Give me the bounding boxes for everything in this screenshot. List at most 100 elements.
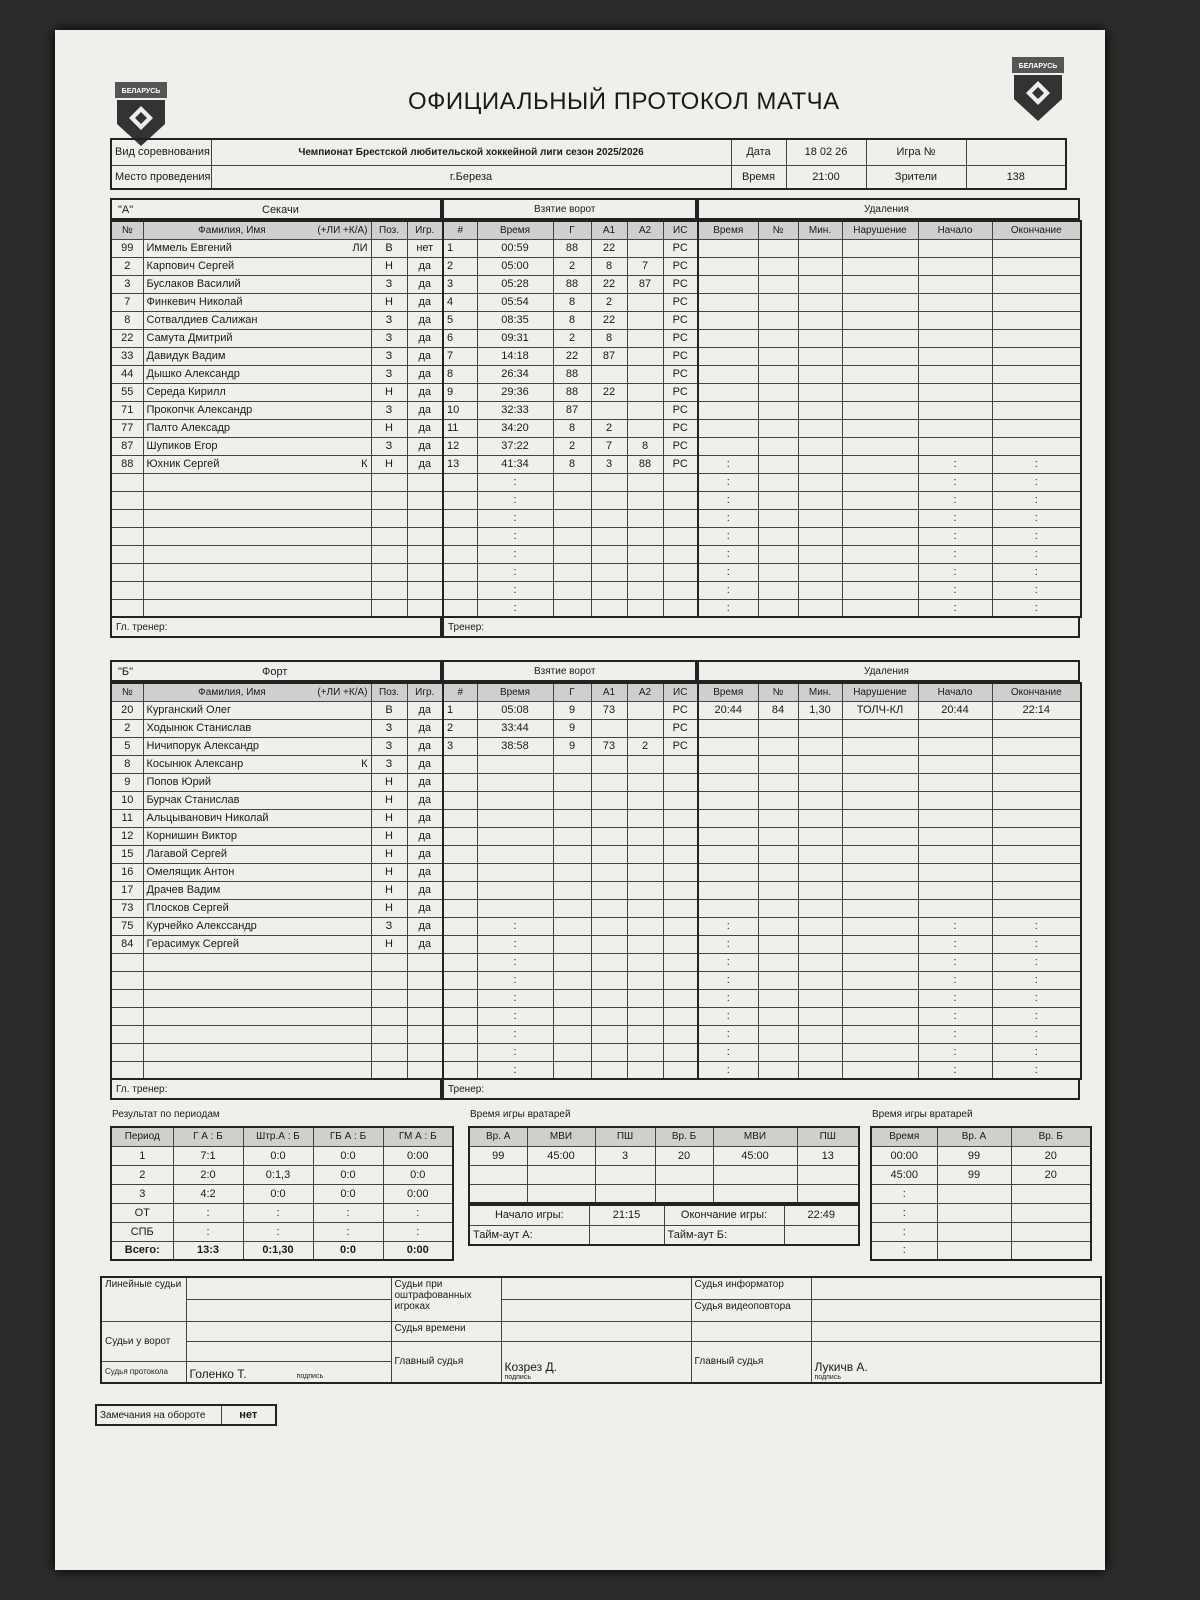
cell-text: : xyxy=(726,458,730,470)
cell-text: : xyxy=(953,601,957,614)
table-cell: 9 xyxy=(552,718,592,738)
cell-text: 17 xyxy=(121,884,134,896)
goals-title-bar: Взятие ворот xyxy=(442,198,697,220)
table-cell xyxy=(757,274,799,294)
table-cell: 12 xyxy=(442,436,478,456)
table-cell xyxy=(142,1006,372,1026)
table-cell xyxy=(552,562,592,582)
table-cell xyxy=(526,1183,596,1204)
table-cell: Вр. Б xyxy=(654,1126,714,1147)
table-cell xyxy=(757,472,799,492)
table-cell xyxy=(841,418,919,438)
cell-text: 2 xyxy=(447,260,454,272)
table-cell: : xyxy=(476,508,554,528)
cell-text: : xyxy=(726,1063,730,1076)
table-cell: 45:00 xyxy=(712,1145,798,1166)
table-cell: 87 xyxy=(626,274,664,294)
table-row xyxy=(110,1042,444,1062)
table-cell xyxy=(797,382,843,402)
cell-text: 84 xyxy=(121,938,134,950)
table-cell xyxy=(917,436,993,456)
cell-text: З xyxy=(385,722,393,734)
cell-text: ПШ xyxy=(819,1131,836,1143)
table-cell xyxy=(590,844,628,864)
table-cell: 11 xyxy=(442,418,478,438)
table-cell xyxy=(991,436,1082,456)
table-cell xyxy=(626,472,664,492)
table-cell: : xyxy=(697,1006,759,1026)
table-cell xyxy=(406,544,444,564)
table-cell xyxy=(917,808,993,828)
table-cell: 10 xyxy=(110,790,144,810)
cell-text: : xyxy=(1034,992,1038,1004)
cell-text: Шупиков Егор xyxy=(146,440,218,452)
table-cell xyxy=(991,274,1082,294)
cell-text: : xyxy=(726,584,730,596)
table-cell xyxy=(797,256,843,276)
table-cell xyxy=(841,772,919,792)
table-cell: да xyxy=(406,718,444,738)
officials-row: Судья видеоповтора xyxy=(101,1298,1102,1322)
cell-text: да xyxy=(418,350,432,362)
table-cell: 7 xyxy=(442,346,478,366)
table-row: 4 05:54 8 2 РС xyxy=(442,292,699,312)
table-cell: да xyxy=(406,382,444,402)
cell-text: 84 xyxy=(771,704,785,716)
goalie-times: Время Вр. А Вр. Б 00:00 99 20 45:00 99 20:::: xyxy=(870,1126,1092,1261)
table-cell xyxy=(590,880,628,900)
table-cell xyxy=(797,1060,843,1080)
cell-text: Лагавой Сергей xyxy=(146,848,227,860)
table-cell xyxy=(841,718,919,738)
table-cell xyxy=(590,1024,628,1044)
cell-text: : xyxy=(953,494,957,506)
cell-text: № xyxy=(772,686,784,698)
table-cell xyxy=(1010,1221,1092,1242)
table-cell xyxy=(626,1042,664,1062)
cell-text: РС xyxy=(672,296,688,308)
table-cell: Н xyxy=(370,382,408,402)
table-cell xyxy=(757,346,799,366)
table-cell xyxy=(552,526,592,546)
cell-text: РС xyxy=(672,386,688,398)
table-cell xyxy=(991,310,1082,330)
cell-text: да xyxy=(418,422,432,434)
table-cell: да xyxy=(406,400,444,420)
cell-text: Корнишин Виктор xyxy=(146,830,238,842)
cell-text: 45:00 xyxy=(547,1149,575,1162)
table-cell: Начало xyxy=(917,220,993,240)
team-title-bar: "Б" Форт xyxy=(110,660,442,682)
cell-text: 73 xyxy=(602,740,616,752)
officials-row: Судьи у ворот Судья времени xyxy=(100,1320,1102,1362)
table-cell xyxy=(442,526,478,546)
table-row: ::: xyxy=(697,1060,1082,1080)
table-cell: : xyxy=(991,508,1082,528)
table-cell: 73 xyxy=(590,736,628,756)
table-row: ::: xyxy=(697,1042,1082,1062)
table-row xyxy=(110,580,444,600)
table-cell xyxy=(590,790,628,810)
table-row: ::: xyxy=(697,472,1082,492)
cell-text: : xyxy=(726,1028,730,1040)
cell-text: : xyxy=(1034,601,1038,614)
cell-text: : xyxy=(953,584,957,596)
cell-text: 7:1 xyxy=(200,1149,216,1162)
table-cell: : xyxy=(697,544,759,564)
table-cell: 8 xyxy=(552,310,592,330)
table-cell xyxy=(936,1202,1012,1223)
table-cell: 73 xyxy=(110,898,144,918)
table-cell xyxy=(110,490,144,510)
time: 21:00 xyxy=(785,164,867,190)
cell-text: Н xyxy=(385,830,393,842)
table-cell xyxy=(370,472,408,492)
cell-text: : xyxy=(953,530,957,542)
table-cell xyxy=(626,898,664,918)
table-cell xyxy=(757,364,799,384)
table-cell xyxy=(757,808,799,828)
table-cell: Финкевич Николай xyxy=(142,292,372,312)
table-row: 3 38:58 9 73 2 РС xyxy=(442,736,699,756)
